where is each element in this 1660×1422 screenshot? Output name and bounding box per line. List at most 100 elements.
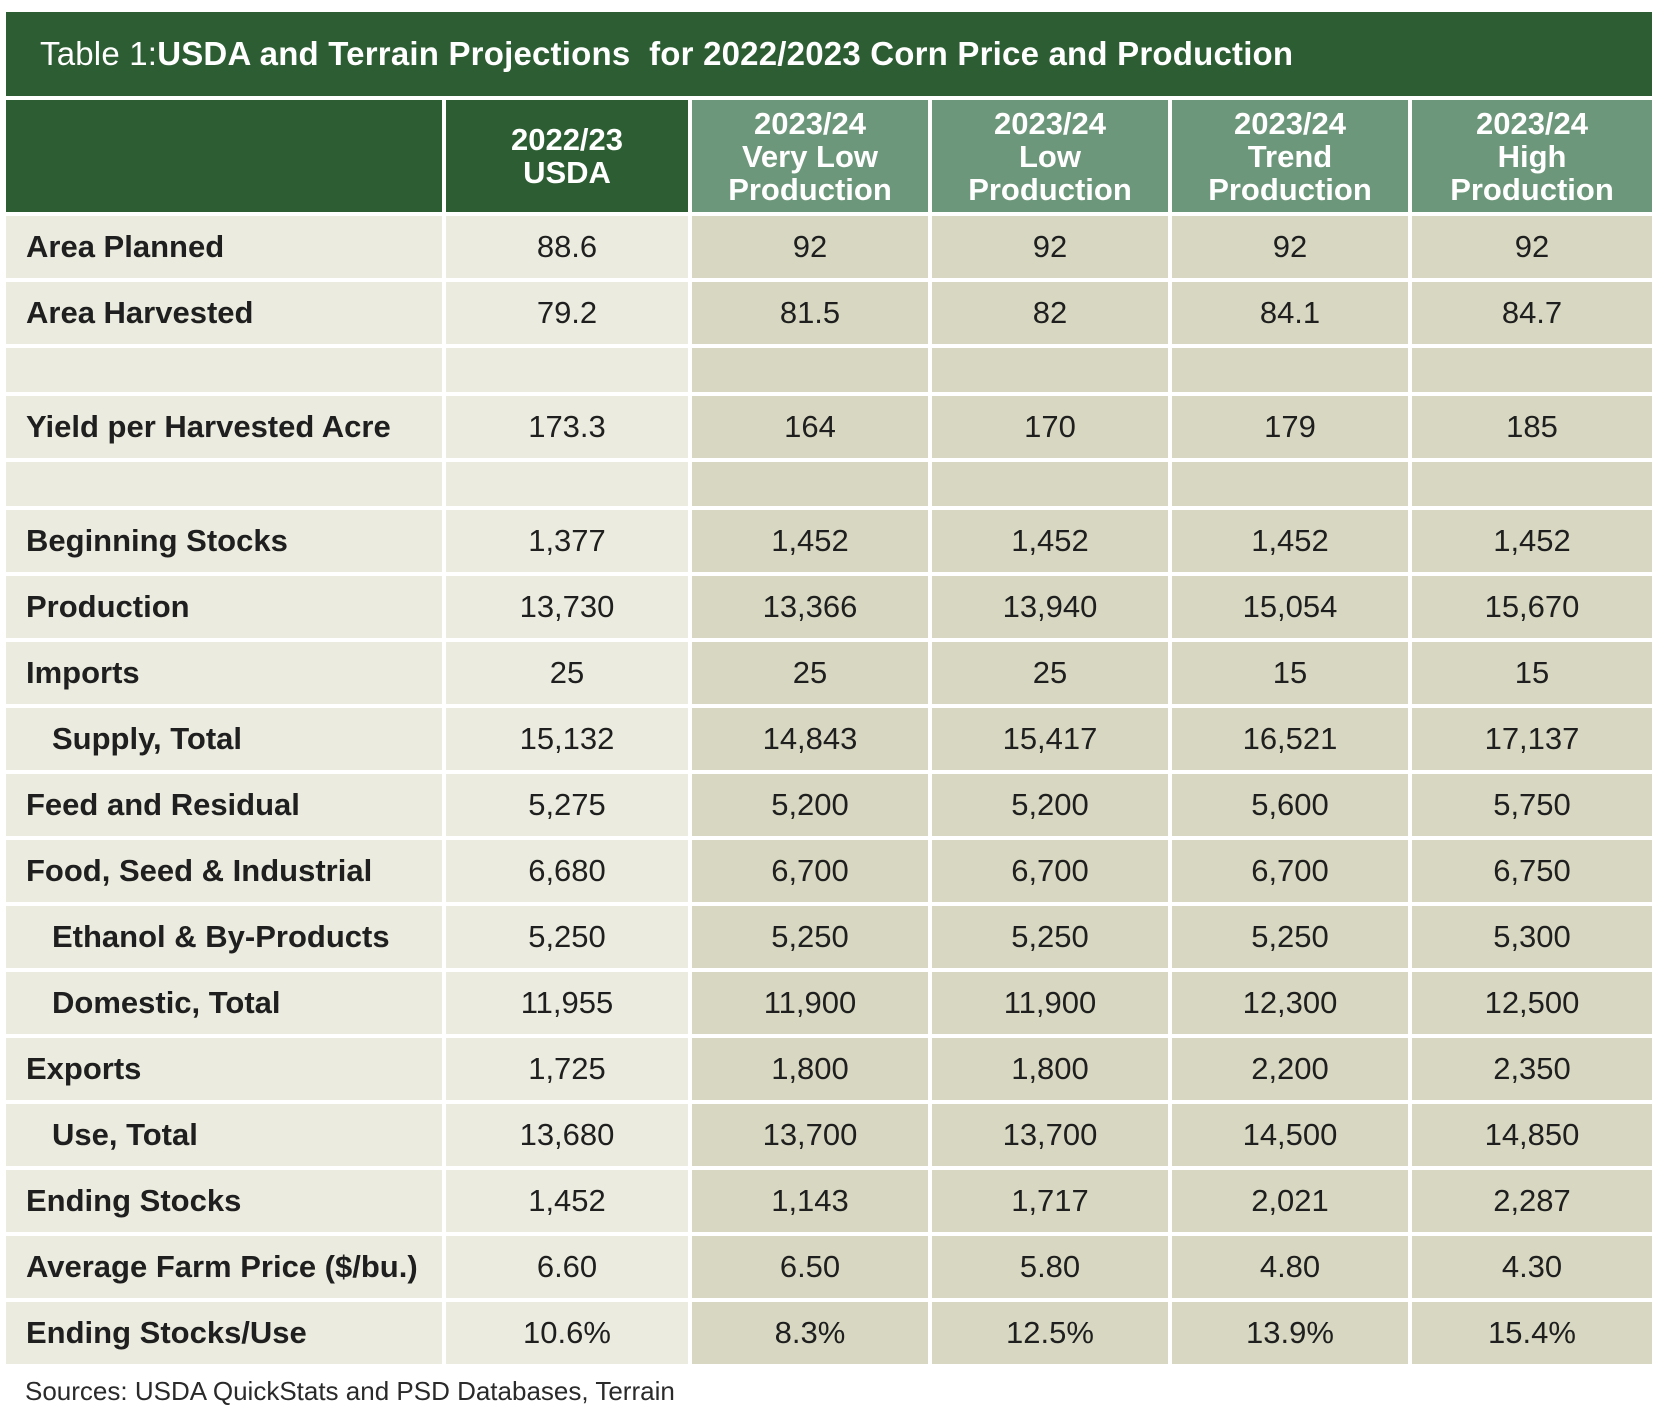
table-title-main: USDA and Terrain Projections for 2022/20… [157,35,1294,72]
value-cell: 12.5% [932,1302,1172,1368]
value-cell: 1,452 [932,510,1172,576]
value-cell: 5.80 [932,1236,1172,1302]
value-cell: 1,452 [1172,510,1412,576]
empty-cell [6,348,446,396]
value-cell: 82 [932,282,1172,348]
spacer-row [6,348,1652,396]
value-cell: 2,287 [1412,1170,1652,1236]
table-row: Food, Seed & Industrial 6,680 6,700 6,700 6,… [6,840,1652,906]
value-cell: 11,900 [932,972,1172,1038]
value-cell: 1,800 [932,1038,1172,1104]
column-header-line2: Low [1019,138,1081,174]
empty-cell [446,462,692,510]
value-cell: 6.60 [446,1236,692,1302]
table-title-prefix: Table 1: [40,35,158,72]
row-label: Food, Seed & Industrial [6,840,446,906]
value-cell: 170 [932,396,1172,462]
value-cell: 12,500 [1412,972,1652,1038]
row-label: Yield per Harvested Acre [6,396,446,462]
value-cell: 6,700 [1172,840,1412,906]
value-cell: 5,600 [1172,774,1412,840]
column-header-line2: Very Low [741,138,879,174]
empty-cell [932,462,1172,510]
table-row: Ending Stocks/Use 10.6% 8.3% 12.5% 13.9% 15.4… [6,1302,1652,1368]
column-header-line2: USDA [523,155,611,190]
table-row: Average Farm Price ($/bu.) 6.60 6.50 5.80 4.… [6,1236,1652,1302]
value-cell: 25 [692,642,932,708]
value-cell: 13.9% [1172,1302,1412,1368]
table-row: Area Planned 88.6 92 92 92 92 [6,216,1652,282]
value-cell: 13,366 [692,576,932,642]
value-cell: 11,900 [692,972,932,1038]
value-cell: 164 [692,396,932,462]
table-row: Domestic, Total 11,955 11,900 11,900 12,300 1… [6,972,1652,1038]
value-cell: 173.3 [446,396,692,462]
value-cell: 185 [1412,396,1652,462]
value-cell: 5,200 [692,774,932,840]
value-cell: 5,750 [1412,774,1652,840]
value-cell: 25 [446,642,692,708]
value-cell: 6,680 [446,840,692,906]
table-row: Beginning Stocks 1,377 1,452 1,452 1,452 1,45… [6,510,1652,576]
value-cell: 1,452 [1412,510,1652,576]
value-cell: 15 [1172,642,1412,708]
value-cell: 8.3% [692,1302,932,1368]
value-cell: 1,143 [692,1170,932,1236]
value-cell: 15.4% [1412,1302,1652,1368]
value-cell: 6,750 [1412,840,1652,906]
table-title: Table 1: USDA and Terrain Projections fo… [6,12,1652,96]
table-row: Supply, Total 15,132 14,843 15,417 16,521 17,… [6,708,1652,774]
table-row: Feed and Residual 5,275 5,200 5,200 5,600 5,7… [6,774,1652,840]
table-row: Imports 25 25 25 15 15 [6,642,1652,708]
column-header-line1: 2022/23 [510,122,624,157]
row-label: Average Farm Price ($/bu.) [6,1236,446,1302]
column-header-line1: 2023/24 [1475,105,1589,141]
empty-cell [446,348,692,396]
value-cell: 4.30 [1412,1236,1652,1302]
value-cell: 11,955 [446,972,692,1038]
value-cell: 1,800 [692,1038,932,1104]
column-header-trend: 2023/24 Trend Production [1172,96,1412,216]
header-blank-cell [6,96,446,216]
value-cell: 15,670 [1412,576,1652,642]
value-cell: 1,725 [446,1038,692,1104]
value-cell: 92 [932,216,1172,282]
value-cell: 1,452 [446,1170,692,1236]
value-cell: 6.50 [692,1236,932,1302]
row-label: Feed and Residual [6,774,446,840]
table-row: Use, Total 13,680 13,700 13,700 14,500 14,850 [6,1104,1652,1170]
column-header-usda: 2022/23 USDA [446,96,692,216]
table-row: Yield per Harvested Acre 173.3 164 170 179 18… [6,396,1652,462]
row-label: Use, Total [6,1104,446,1170]
row-label: Area Harvested [6,282,446,348]
row-label: Area Planned [6,216,446,282]
value-cell: 15,054 [1172,576,1412,642]
value-cell: 14,850 [1412,1104,1652,1170]
column-header-very-low: 2023/24 Very Low Production [692,96,932,216]
empty-cell [6,462,446,510]
value-cell: 2,350 [1412,1038,1652,1104]
column-header-line3: Production [728,171,892,207]
table-row: Ending Stocks 1,452 1,143 1,717 2,021 2,287 [6,1170,1652,1236]
value-cell: 5,275 [446,774,692,840]
value-cell: 13,700 [932,1104,1172,1170]
value-cell: 17,137 [1412,708,1652,774]
row-label: Ethanol & By-Products [6,906,446,972]
value-cell: 13,940 [932,576,1172,642]
empty-cell [1172,462,1412,510]
value-cell: 79.2 [446,282,692,348]
value-cell: 25 [932,642,1172,708]
empty-cell [1412,462,1652,510]
column-header-line1: 2023/24 [993,105,1107,141]
column-header-line2: Trend [1247,138,1333,174]
value-cell: 16,521 [1172,708,1412,774]
row-label: Imports [6,642,446,708]
value-cell: 6,700 [692,840,932,906]
value-cell: 15,132 [446,708,692,774]
value-cell: 1,377 [446,510,692,576]
value-cell: 179 [1172,396,1412,462]
value-cell: 13,730 [446,576,692,642]
column-header-high: 2023/24 High Production [1412,96,1652,216]
value-cell: 14,500 [1172,1104,1412,1170]
value-cell: 15,417 [932,708,1172,774]
